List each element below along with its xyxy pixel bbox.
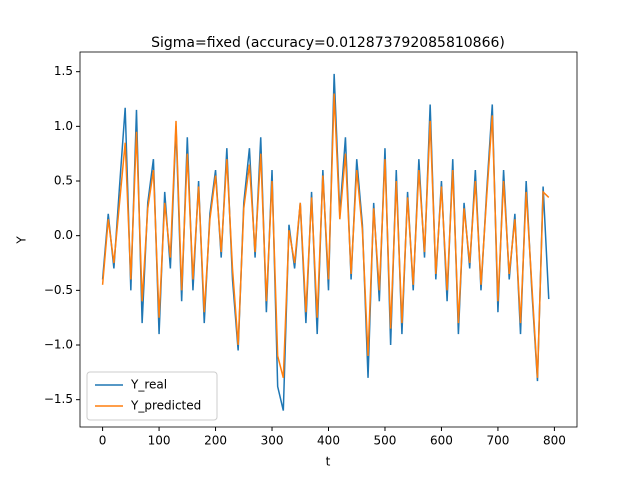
y-tick-label: −1.5 [44,392,73,406]
x-tick-label: 200 [204,434,227,448]
series-line [101,93,550,378]
legend-box [86,371,218,421]
y-tick-label: −0.5 [44,283,73,297]
x-tick-label: 0 [99,434,107,448]
plot-frame [79,51,578,428]
y-tick-label: 1.5 [54,64,73,78]
x-tick-label: 300 [261,434,284,448]
y-tick-label: 1.0 [54,119,73,133]
legend-label: Y_predicted [130,399,201,413]
legend-label: Y_real [130,378,167,392]
x-tick-label: 500 [374,434,397,448]
y-axis-label: Y [15,236,29,245]
x-tick-label: 600 [430,434,453,448]
x-tick-label: 800 [543,434,566,448]
chart-title: Sigma=fixed (accuracy=0.0128737920858108… [151,35,505,51]
x-axis-label: t [326,455,331,469]
y-tick-label: 0.5 [54,174,73,188]
y-tick-label: −1.0 [44,338,73,352]
y-tick-label: 0.0 [54,228,73,242]
x-tick-label: 700 [486,434,509,448]
x-tick-label: 100 [148,434,171,448]
x-tick-label: 400 [317,434,340,448]
